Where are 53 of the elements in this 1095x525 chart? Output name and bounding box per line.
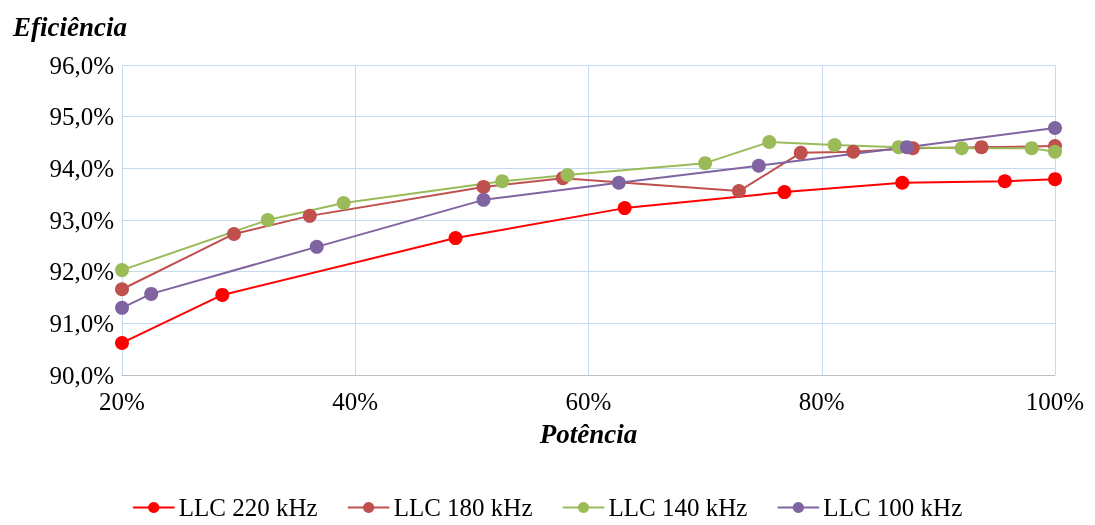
point (954, 141, 969, 156)
point (309, 239, 324, 254)
point (336, 195, 351, 210)
point (1048, 121, 1062, 136)
point (846, 144, 861, 159)
point (226, 226, 241, 241)
x-tick-label: 40% (332, 388, 379, 415)
y-tick-label: 96,0% (49, 51, 114, 79)
y-tick-label: 91,0% (49, 309, 114, 337)
point (115, 335, 129, 350)
x-tick-label: 80% (798, 388, 845, 415)
point (611, 175, 626, 190)
y-tick-label: 90,0% (49, 361, 114, 389)
point (827, 138, 842, 153)
point (997, 174, 1012, 189)
point (793, 145, 808, 160)
point (731, 184, 746, 199)
legend-label: LLC 100 kHz (823, 494, 963, 521)
y-tick-label: 92,0% (49, 258, 114, 286)
legend-label: LLC 140 kHz (608, 494, 748, 521)
y-axis-title: Eficiência (12, 11, 127, 42)
x-tick-label: 100% (1025, 388, 1085, 415)
y-tick-label: 93,0% (49, 206, 114, 234)
point (560, 168, 575, 183)
point (1048, 144, 1062, 159)
point (1024, 141, 1039, 156)
point (260, 213, 275, 227)
point (302, 208, 317, 223)
point (476, 179, 491, 194)
x-tick-label: 60% (565, 388, 612, 415)
point (617, 201, 632, 216)
point (495, 174, 510, 189)
x-axis-title: Potência (538, 418, 638, 449)
point (115, 300, 129, 315)
point (215, 287, 230, 302)
y-tick-label: 94,0% (49, 154, 114, 182)
point (762, 134, 777, 149)
point (476, 192, 491, 207)
point (144, 286, 159, 301)
legend-label: LLC 180 kHz (393, 494, 533, 521)
y-tick-label: 95,0% (49, 103, 114, 131)
point (895, 175, 910, 190)
point (448, 231, 463, 246)
point (698, 156, 713, 171)
x-tick-label: 20% (99, 388, 145, 415)
point (899, 140, 914, 155)
point (115, 263, 129, 278)
point (751, 158, 766, 173)
point (1048, 172, 1062, 187)
point (974, 140, 989, 155)
point (115, 282, 129, 297)
legend-label: LLC 220 kHz (178, 494, 318, 521)
point (777, 185, 792, 200)
